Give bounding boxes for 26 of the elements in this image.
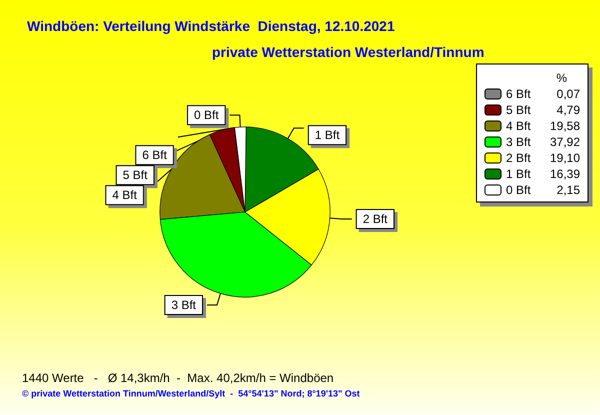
legend-label: 0 Bft	[506, 183, 532, 197]
legend-label: 6 Bft	[506, 87, 532, 101]
slice-label: 0 Bft	[194, 108, 220, 122]
text: 1440 Werte - Ø 14,3km/h - Max. 40,2km/h = Windböen	[22, 371, 334, 385]
category-label: 6 Bft	[142, 148, 167, 162]
legend-label: 4 Bft	[506, 119, 532, 133]
data-label: 0,07	[556, 87, 580, 101]
slice-label: 2 Bft	[362, 212, 388, 226]
slice-label: 1 Bft	[314, 128, 340, 142]
chart-title: Windböen: Verteilung Windstärke Dienstag, 12.10.2021	[27, 18, 395, 34]
legend-title: %	[556, 71, 568, 85]
text: © private Wetterstation Tinnum/Westerland/Sylt - 54°54'13" Nord; 8°19'13" Ost	[22, 388, 360, 398]
slice-label: 4 Bft	[112, 188, 138, 202]
legend-label: 5 Bft	[506, 103, 532, 117]
legend-label: 3 Bft	[506, 135, 532, 149]
slice-label: 3 Bft	[171, 298, 197, 312]
data-label: 19,10	[550, 151, 580, 165]
legend-label: 2 Bft	[506, 151, 532, 165]
category-label: 5 Bft	[122, 168, 148, 182]
data-label: 16,39	[550, 167, 580, 181]
data-label: 2,15	[556, 183, 580, 197]
legend-label: 1 Bft	[506, 167, 532, 181]
data-label: 4,79	[556, 103, 580, 117]
chart-subtitle: private Wetterstation Westerland/Tinnum	[212, 44, 484, 60]
data-label: 19,58	[550, 119, 580, 133]
data-label: 37,92	[550, 135, 580, 149]
